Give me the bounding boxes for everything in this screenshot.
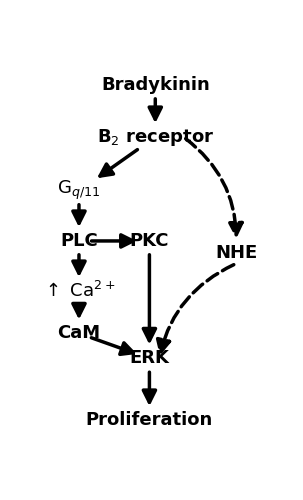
Text: Proliferation: Proliferation [86, 411, 213, 429]
Text: ERK: ERK [129, 350, 169, 368]
Text: Bradykinin: Bradykinin [101, 76, 210, 94]
Text: NHE: NHE [215, 244, 258, 262]
Text: PLC: PLC [60, 232, 98, 250]
Text: PKC: PKC [130, 232, 169, 250]
Text: B$_2$ receptor: B$_2$ receptor [97, 126, 214, 148]
Text: $\uparrow$ Ca$^{2+}$: $\uparrow$ Ca$^{2+}$ [42, 281, 116, 301]
Text: CaM: CaM [57, 324, 101, 342]
Text: G$_{q/11}$: G$_{q/11}$ [57, 180, 101, 203]
